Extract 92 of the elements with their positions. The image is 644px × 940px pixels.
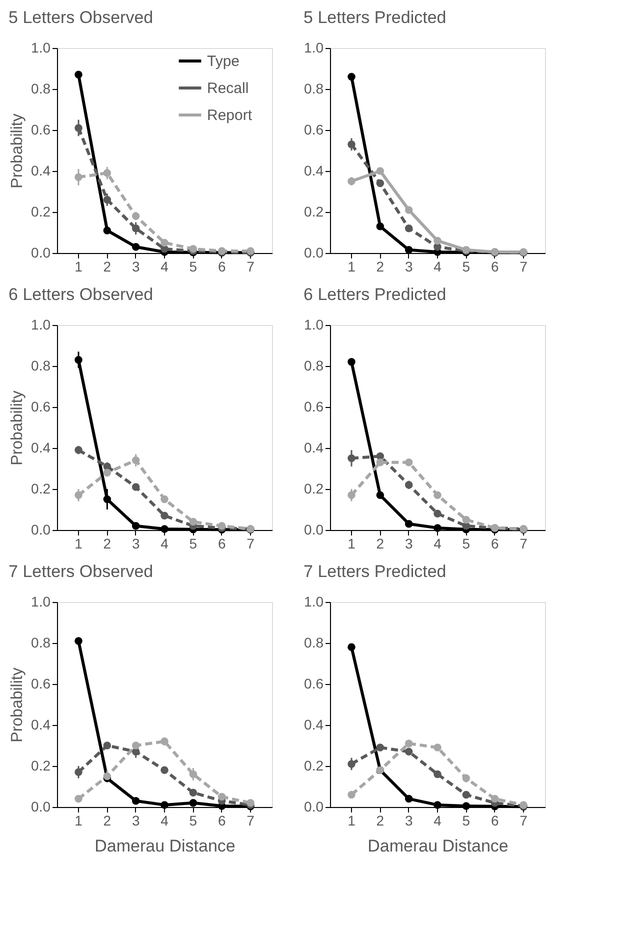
x-tick-label: 2 xyxy=(376,536,384,552)
x-tick-label: 5 xyxy=(462,536,470,552)
y-tick-label: 0.4 xyxy=(31,162,51,178)
x-tick-label: 4 xyxy=(434,258,442,274)
x-axis-title: Damerau Distance xyxy=(94,836,236,856)
y-tick-label: 0.8 xyxy=(31,80,51,96)
y-tick-label: 0.8 xyxy=(31,358,51,374)
x-tick-label: 1 xyxy=(348,258,356,274)
x-tick-label: 3 xyxy=(404,536,413,552)
y-tick-label: 0.8 xyxy=(304,358,324,374)
x-tick-label: 1 xyxy=(348,812,356,828)
y-tick-label: 0.6 xyxy=(31,676,51,692)
legend-label: Recall xyxy=(207,80,249,97)
y-tick-label: 0.2 xyxy=(304,480,324,496)
x-tick-label: 6 xyxy=(490,536,499,552)
y-tick-label: 0.4 xyxy=(31,440,51,456)
x-tick-label: 2 xyxy=(103,536,112,552)
x-tick-label: 2 xyxy=(376,258,384,274)
y-tick-label: 0.2 xyxy=(31,204,51,220)
chart-title: 5 Letters Predicted xyxy=(304,8,446,27)
y-axis-title: Probability xyxy=(9,668,26,742)
x-tick-label: 7 xyxy=(520,812,528,828)
y-tick-label: 0.4 xyxy=(31,716,51,732)
chart-title: 6 Letters Predicted xyxy=(304,285,446,304)
x-axis-title: Damerau Distance xyxy=(368,836,508,856)
x-tick-label: 1 xyxy=(74,812,83,828)
x-tick-label: 5 xyxy=(189,258,198,274)
y-tick-label: 0.2 xyxy=(31,480,51,496)
x-tick-label: 7 xyxy=(246,258,255,274)
x-tick-label: 3 xyxy=(404,258,413,274)
y-tick-label: 0.0 xyxy=(31,522,51,538)
y-tick-label: 0.6 xyxy=(304,122,324,138)
x-tick-label: 4 xyxy=(160,812,169,828)
y-axis-title: Probability xyxy=(9,114,26,188)
chart-title: 7 Letters Observed xyxy=(8,562,154,581)
x-tick-label: 2 xyxy=(103,812,112,828)
y-tick-label: 0.8 xyxy=(31,634,51,650)
y-tick-label: 0.2 xyxy=(304,204,324,220)
y-tick-label: 0.0 xyxy=(304,798,324,814)
y-tick-label: 0.8 xyxy=(304,634,324,650)
x-tick-label: 4 xyxy=(434,536,442,552)
y-tick-label: 1.0 xyxy=(304,594,324,610)
x-tick-label: 6 xyxy=(490,258,499,274)
x-tick-label: 2 xyxy=(376,812,384,828)
y-tick-label: 1.0 xyxy=(304,316,324,332)
x-tick-label: 6 xyxy=(218,536,226,552)
chart-title: 7 Letters Predicted xyxy=(304,562,446,581)
x-tick-label: 5 xyxy=(462,812,470,828)
y-tick-label: 0.0 xyxy=(31,798,51,814)
x-tick-label: 5 xyxy=(189,812,198,828)
x-tick-label: 2 xyxy=(103,258,112,274)
legend-label: Type xyxy=(207,53,240,70)
x-tick-label: 7 xyxy=(520,258,528,274)
y-tick-label: 0.6 xyxy=(304,676,324,692)
x-tick-label: 3 xyxy=(132,258,140,274)
chart-title: 6 Letters Observed xyxy=(8,285,154,304)
x-tick-label: 5 xyxy=(189,536,198,552)
x-tick-label: 3 xyxy=(132,812,140,828)
y-tick-label: 0.8 xyxy=(304,80,324,96)
x-tick-label: 6 xyxy=(490,812,499,828)
y-tick-label: 0.0 xyxy=(31,244,51,260)
x-tick-label: 5 xyxy=(462,258,470,274)
x-tick-label: 7 xyxy=(246,812,255,828)
y-tick-label: 1.0 xyxy=(31,40,51,56)
x-tick-label: 6 xyxy=(218,258,226,274)
y-tick-label: 1.0 xyxy=(31,316,51,332)
y-tick-label: 0.6 xyxy=(31,398,51,414)
y-tick-label: 0.0 xyxy=(304,244,324,260)
y-tick-label: 0.4 xyxy=(304,440,324,456)
y-tick-label: 0.4 xyxy=(304,716,324,732)
y-tick-label: 1.0 xyxy=(31,594,51,610)
y-tick-label: 1.0 xyxy=(304,40,324,56)
x-tick-label: 7 xyxy=(246,536,255,552)
y-axis-title: Probability xyxy=(9,390,26,466)
legend-label: Report xyxy=(207,107,253,124)
x-tick-label: 4 xyxy=(160,258,169,274)
y-tick-label: 0.0 xyxy=(304,522,324,538)
x-tick-label: 7 xyxy=(520,536,528,552)
x-tick-label: 4 xyxy=(160,536,169,552)
x-tick-label: 1 xyxy=(74,258,83,274)
x-tick-label: 1 xyxy=(348,536,356,552)
y-tick-label: 0.2 xyxy=(31,758,51,774)
chart-title: 5 Letters Observed xyxy=(8,8,154,27)
x-tick-label: 6 xyxy=(218,812,226,828)
x-tick-label: 1 xyxy=(74,536,83,552)
x-tick-label: 4 xyxy=(434,812,442,828)
y-tick-label: 0.6 xyxy=(304,398,324,414)
y-tick-label: 0.4 xyxy=(304,162,324,178)
x-tick-label: 3 xyxy=(404,812,413,828)
x-tick-label: 3 xyxy=(132,536,140,552)
y-tick-label: 0.6 xyxy=(31,122,51,138)
y-tick-label: 0.2 xyxy=(304,758,324,774)
